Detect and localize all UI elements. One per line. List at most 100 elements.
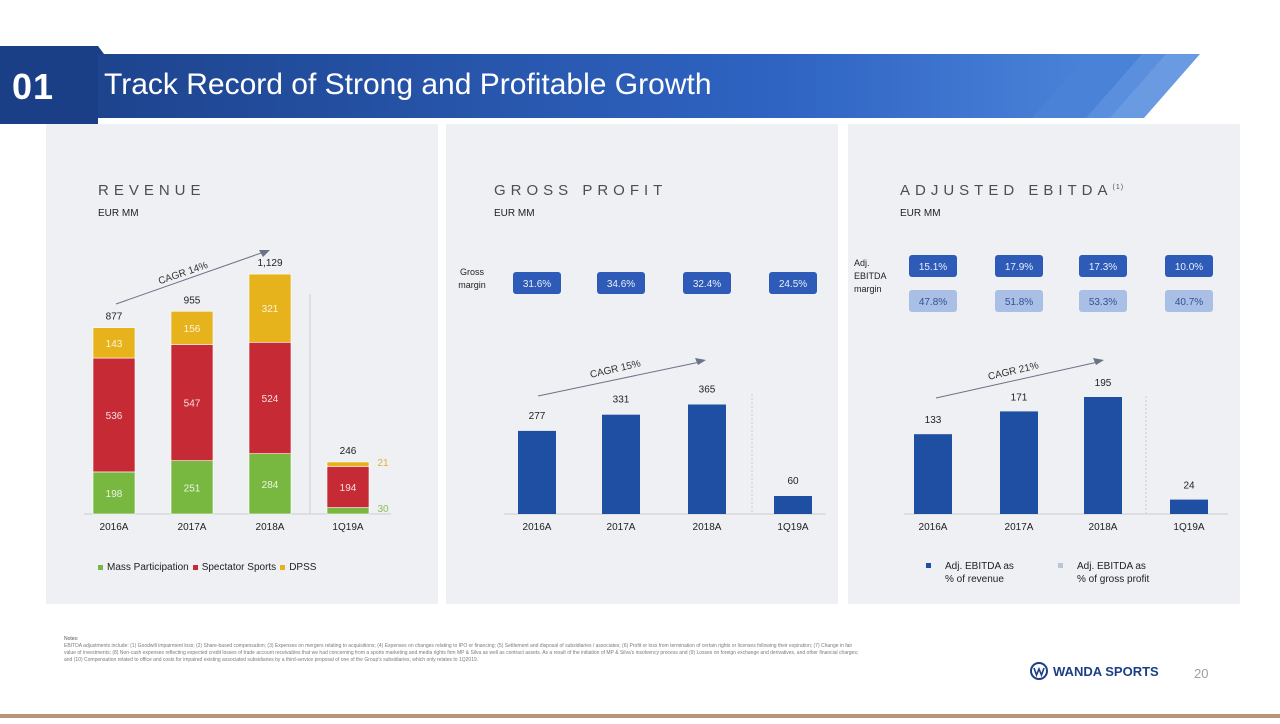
- logo-text: WANDA SPORTS: [1053, 663, 1159, 679]
- legend-label-mass-participation: Mass Participation: [107, 562, 189, 573]
- ebitda-title-text: ADJUSTED EBITDA: [900, 182, 1113, 199]
- segment-label: 536: [106, 411, 123, 422]
- legend-swatch-ebitda-gross-profit: [1058, 563, 1063, 568]
- bar-adjusted-ebitda-2016a: [914, 434, 952, 514]
- ebitda-revenue-margin-value: 10.0%: [1175, 262, 1203, 273]
- value-label: 277: [529, 411, 546, 422]
- gross-margin-pill: [769, 272, 817, 294]
- legend-swatch-spectator-sports: [192, 565, 198, 570]
- section-number: 01: [12, 66, 55, 107]
- bar-dpss-2016a: [92, 327, 136, 359]
- value-label: 331: [613, 395, 630, 406]
- category-label: 2016A: [919, 522, 948, 533]
- bar-mass-participation-2016a: [92, 471, 136, 515]
- cagr-arrow-head: [695, 358, 706, 365]
- gross-margin-value: 24.5%: [779, 279, 807, 290]
- ebitda-legend-revenue: Adj. EBITDA as % of revenue: [926, 560, 1014, 586]
- gross-margin-pill: [513, 272, 561, 294]
- revenue-chart: 198 536 143 877 2016A 251 547 156 955 2017A 284 524…: [84, 250, 391, 533]
- segment-label: 143: [106, 339, 123, 350]
- bar-gross-profit-2017a: [602, 414, 640, 514]
- segment-label: 194: [340, 483, 357, 494]
- ebitda-footnote-mark: (1): [1112, 184, 1125, 191]
- ebitda-revenue-margin-pill: [1079, 255, 1127, 277]
- legend-line: Adj. EBITDA as: [945, 561, 1014, 572]
- ebitda-margin-label-line: margin: [854, 284, 882, 294]
- value-label: 60: [787, 476, 799, 487]
- bar-gross-profit-2018a: [688, 404, 726, 514]
- value-label: 365: [699, 385, 716, 396]
- segment-label-outside: 21: [377, 458, 389, 469]
- ebitda-gross-profit-margin-pill: [995, 290, 1043, 312]
- gross-profit-unit: EUR MM: [494, 208, 535, 219]
- gross-margin-value: 34.6%: [607, 279, 635, 290]
- segment-label: 156: [184, 324, 201, 335]
- gross-margin-value: 32.4%: [693, 279, 721, 290]
- revenue-legend: Mass Participation Spectator Sports DPSS: [98, 562, 316, 573]
- cagr-arrow-line: [935, 361, 1099, 399]
- bottom-rule: [0, 714, 1280, 718]
- segment-label: 524: [262, 394, 279, 405]
- cagr-label: CAGR 15%: [589, 358, 642, 380]
- ebitda-chart: Adj. EBITDA margin 15.1% 17.9% 17.3% 10.0% 47.8…: [854, 255, 1228, 533]
- segment-label: 198: [106, 489, 123, 500]
- ebitda-margin-label-line: Adj.: [854, 258, 870, 268]
- value-label: 195: [1095, 378, 1112, 389]
- cagr-arrow-line: [115, 251, 265, 305]
- gross-margin-value: 31.6%: [523, 279, 551, 290]
- bar-dpss-1q19a: [326, 461, 370, 467]
- ebitda-gross-profit-margin-pill: [1165, 290, 1213, 312]
- category-label: 2017A: [607, 522, 636, 533]
- category-label: 1Q19A: [332, 522, 363, 533]
- legend-line: % of revenue: [945, 574, 1004, 585]
- gross-margin-label-line: Gross: [460, 267, 485, 277]
- total-label: 955: [184, 295, 201, 306]
- gross-profit-title: GROSS PROFIT: [494, 182, 668, 199]
- segment-label-outside: 30: [377, 504, 389, 515]
- category-label: 2018A: [693, 522, 722, 533]
- gross-profit-panel: GROSS PROFIT EUR MM Gross margin 31.6% 34.6…: [446, 124, 838, 604]
- page-title: Track Record of Strong and Profitable Gr…: [104, 68, 712, 101]
- cagr-arrow-head: [1093, 358, 1104, 365]
- bar-dpss-2017a: [170, 310, 214, 345]
- legend-line: % of gross profit: [1077, 574, 1150, 585]
- revenue-unit: EUR MM: [98, 208, 139, 219]
- ebitda-title: ADJUSTED EBITDA(1): [900, 182, 1124, 199]
- bar-adjusted-ebitda-2018a: [1084, 397, 1122, 514]
- gross-margin-label-line: margin: [458, 280, 486, 290]
- cagr-arrow-line: [537, 361, 701, 397]
- ebitda-gross-profit-margin-pill: [909, 290, 957, 312]
- legend-label-dpss: DPSS: [289, 562, 317, 573]
- category-label: 2016A: [100, 522, 129, 533]
- category-label: 2016A: [523, 522, 552, 533]
- legend-label-spectator-sports: Spectator Sports: [201, 562, 277, 573]
- ebitda-revenue-margin-pill: [1165, 255, 1213, 277]
- bar-mass-participation-2018a: [248, 453, 292, 515]
- legend-swatch-mass-participation: [98, 565, 103, 570]
- category-label: 1Q19A: [1173, 522, 1204, 533]
- ebitda-panel: ADJUSTED EBITDA(1) EUR MM Adj. EBITDA marg…: [848, 124, 1240, 604]
- category-label: 2017A: [178, 522, 207, 533]
- bar-mass-participation-1q19a: [326, 507, 370, 515]
- value-label: 133: [925, 415, 942, 426]
- cagr-arrow-head: [259, 250, 270, 257]
- gross-profit-chart: Gross margin 31.6% 34.6% 32.4% 24.5% 277 2016A 3…: [458, 267, 826, 533]
- ebitda-revenue-margin-value: 15.1%: [919, 262, 947, 273]
- value-label: 24: [1183, 481, 1195, 492]
- legend-label-ebitda-gross-profit: Adj. EBITDA as % of gross profit: [1077, 560, 1149, 586]
- ebitda-gross-profit-margin-value: 47.8%: [919, 297, 947, 308]
- ebitda-gross-profit-margin-value: 53.3%: [1089, 297, 1117, 308]
- wanda-globe-icon: [1030, 662, 1048, 680]
- category-label: 1Q19A: [777, 522, 808, 533]
- revenue-panel: REVENUE EUR MM 198 536 143 877 2016A 251 547 15…: [46, 124, 438, 604]
- legend-swatch-ebitda-revenue: [926, 563, 931, 568]
- bar-adjusted-ebitda-1q19a: [1170, 499, 1208, 514]
- legend-swatch-dpss: [280, 565, 286, 570]
- ebitda-revenue-margin-pill: [995, 255, 1043, 277]
- category-label: 2018A: [256, 522, 285, 533]
- bar-gross-profit-2016a: [518, 430, 556, 514]
- ebitda-gross-profit-margin-value: 51.8%: [1005, 297, 1033, 308]
- total-label: 1,129: [257, 258, 282, 269]
- bar-spectator-sports-1q19a: [326, 466, 370, 508]
